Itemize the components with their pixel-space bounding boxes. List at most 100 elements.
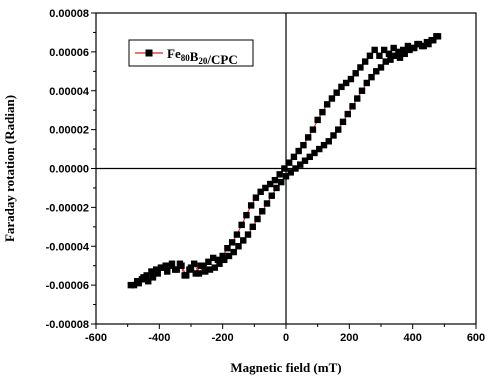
- data-point: [263, 200, 271, 207]
- data-point: [304, 134, 312, 141]
- data-point: [339, 118, 347, 126]
- data-point: [363, 79, 370, 87]
- data-point: [130, 281, 138, 289]
- data-point: [309, 126, 317, 133]
- data-point: [344, 110, 351, 118]
- data-point: [390, 44, 397, 52]
- data-point: [164, 268, 171, 275]
- data-point: [225, 252, 233, 260]
- data-point: [333, 89, 340, 96]
- x-tick-label: 0: [283, 332, 289, 344]
- data-point: [361, 58, 369, 65]
- data-point: [254, 215, 261, 223]
- data-point: [434, 33, 442, 40]
- x-axis-ticks: -600 -400 -200 0 200 400 600: [85, 324, 485, 344]
- legend-text-part: Fe: [167, 46, 181, 61]
- data-point: [209, 254, 217, 262]
- y-tick-label: 0.00000: [49, 164, 89, 176]
- data-point: [406, 46, 413, 54]
- y-tick-label: -0.00008: [46, 319, 89, 331]
- data-point: [233, 231, 241, 238]
- data-point: [430, 37, 437, 44]
- y-tick-label: 0.00006: [49, 47, 89, 59]
- data-point: [216, 260, 223, 267]
- data-point: [358, 87, 366, 94]
- data-point: [281, 165, 288, 172]
- data-point: [268, 192, 275, 199]
- data-point: [190, 260, 198, 267]
- data-point: [352, 70, 359, 77]
- data-point: [273, 184, 280, 192]
- data-point: [342, 79, 350, 87]
- data-point: [411, 44, 418, 52]
- data-point: [214, 256, 222, 264]
- x-tick-label: 200: [340, 332, 358, 344]
- legend-label: Fe80B20/CPC: [167, 46, 238, 67]
- y-tick-label: 0.00002: [49, 125, 89, 137]
- data-point: [316, 145, 323, 153]
- data-point: [211, 264, 218, 271]
- data-point: [278, 178, 285, 186]
- data-point: [168, 260, 176, 267]
- y-tick-label: -0.00002: [46, 202, 89, 214]
- data-point: [297, 161, 304, 168]
- data-point: [377, 64, 385, 71]
- x-tick-label: -200: [212, 332, 234, 344]
- data-point: [149, 274, 157, 281]
- data-point: [205, 258, 212, 265]
- data-point: [252, 194, 260, 201]
- legend-text-part: /CPC: [206, 52, 237, 67]
- data-point: [271, 176, 279, 184]
- data-point: [338, 83, 345, 91]
- legend-text-part: B: [190, 49, 199, 64]
- y-tick-label: 0.00008: [49, 8, 89, 20]
- data-point: [257, 188, 264, 196]
- data-point: [292, 165, 299, 172]
- data-point: [290, 153, 298, 161]
- data-point: [192, 270, 199, 277]
- data-point: [135, 279, 142, 287]
- x-axis-label: Magnetic field (mT): [230, 360, 341, 375]
- data-point: [371, 46, 378, 54]
- data-point: [243, 211, 250, 219]
- data-point: [295, 147, 302, 155]
- x-tick-label: -400: [148, 332, 170, 344]
- data-point: [376, 52, 383, 59]
- data-point: [425, 40, 432, 48]
- x-tick-label: 400: [403, 332, 421, 344]
- data-point: [202, 268, 209, 275]
- data-point: [420, 42, 427, 50]
- data-point: [148, 268, 155, 275]
- x-tick-label: -600: [85, 332, 107, 344]
- data-point: [387, 56, 394, 63]
- data-point: [395, 48, 402, 56]
- data-point: [382, 58, 389, 65]
- data-point: [415, 40, 423, 48]
- data-point: [221, 256, 228, 264]
- data-point: [287, 169, 294, 176]
- data-point: [235, 243, 242, 250]
- data-point: [323, 101, 331, 108]
- data-point: [219, 252, 226, 260]
- data-point: [187, 264, 195, 271]
- data-point: [335, 126, 342, 133]
- data-point: [282, 173, 290, 180]
- data-point: [249, 223, 256, 231]
- data-point: [145, 278, 152, 285]
- data-point: [392, 52, 399, 59]
- data-point: [266, 180, 274, 188]
- data-point: [276, 171, 283, 178]
- data-point: [159, 264, 166, 271]
- data-point: [357, 64, 364, 71]
- data-point: [319, 108, 326, 116]
- data-point: [396, 54, 404, 61]
- data-point: [314, 116, 321, 124]
- data-point: [285, 159, 293, 166]
- data-point: [349, 103, 356, 110]
- data-point: [385, 50, 393, 58]
- legend: Fe80B20/CPC: [128, 39, 254, 67]
- data-point: [206, 266, 214, 273]
- y-tick-label: -0.00004: [46, 241, 90, 253]
- y-axis-label: Faraday rotation (Radian): [2, 95, 17, 242]
